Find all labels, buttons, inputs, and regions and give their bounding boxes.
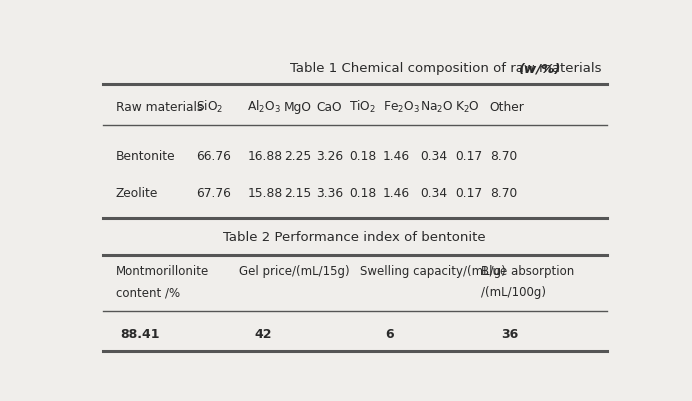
Text: 42: 42 — [255, 327, 272, 340]
Text: /(mL/100g): /(mL/100g) — [481, 286, 546, 298]
Text: MgO: MgO — [284, 100, 312, 113]
Text: $\mathregular{Na_2O}$: $\mathregular{Na_2O}$ — [420, 99, 453, 114]
Text: 2.15: 2.15 — [284, 187, 311, 200]
Text: $\mathregular{Al_2O_3}$: $\mathregular{Al_2O_3}$ — [248, 99, 282, 115]
Text: (w/%): (w/%) — [519, 62, 562, 75]
Text: 3.26: 3.26 — [316, 150, 343, 163]
Text: 8.70: 8.70 — [490, 150, 517, 163]
Text: 3.36: 3.36 — [316, 187, 343, 200]
Text: 2.25: 2.25 — [284, 150, 311, 163]
Text: 8.70: 8.70 — [490, 187, 517, 200]
Text: 88.41: 88.41 — [120, 327, 160, 340]
Text: Blue absorption: Blue absorption — [481, 265, 574, 277]
Text: Table 2 Performance index of bentonite: Table 2 Performance index of bentonite — [224, 230, 486, 243]
Text: Bentonite: Bentonite — [116, 150, 176, 163]
Text: 15.88: 15.88 — [248, 187, 282, 200]
Text: 36: 36 — [502, 327, 519, 340]
Text: 1.46: 1.46 — [383, 150, 410, 163]
Text: CaO: CaO — [316, 100, 342, 113]
Text: Raw materials: Raw materials — [116, 100, 203, 113]
Text: 0.34: 0.34 — [420, 150, 447, 163]
Text: 1.46: 1.46 — [383, 187, 410, 200]
Text: 0.17: 0.17 — [455, 150, 482, 163]
Text: 0.18: 0.18 — [349, 187, 376, 200]
Text: Montmorillonite: Montmorillonite — [116, 265, 209, 277]
Text: $\mathregular{SiO_2}$: $\mathregular{SiO_2}$ — [197, 99, 224, 115]
Text: content /%: content /% — [116, 286, 180, 298]
Text: 66.76: 66.76 — [197, 150, 231, 163]
Text: Table 1 Chemical composition of raw materials: Table 1 Chemical composition of raw mate… — [291, 62, 606, 75]
Text: Other: Other — [490, 100, 525, 113]
Text: 6: 6 — [385, 327, 394, 340]
Text: $\mathregular{TiO_2}$: $\mathregular{TiO_2}$ — [349, 99, 376, 115]
Text: $\mathregular{K_2O}$: $\mathregular{K_2O}$ — [455, 99, 480, 114]
Text: Zeolite: Zeolite — [116, 187, 158, 200]
Text: 0.34: 0.34 — [420, 187, 447, 200]
Text: 16.88: 16.88 — [248, 150, 282, 163]
Text: $\mathregular{Fe_2O_3}$: $\mathregular{Fe_2O_3}$ — [383, 99, 419, 114]
Text: 0.17: 0.17 — [455, 187, 482, 200]
Text: Swelling capacity/(mL/g): Swelling capacity/(mL/g) — [360, 265, 506, 277]
Text: Gel price/(mL/15g): Gel price/(mL/15g) — [239, 265, 350, 277]
Text: 67.76: 67.76 — [197, 187, 231, 200]
Text: 0.18: 0.18 — [349, 150, 376, 163]
